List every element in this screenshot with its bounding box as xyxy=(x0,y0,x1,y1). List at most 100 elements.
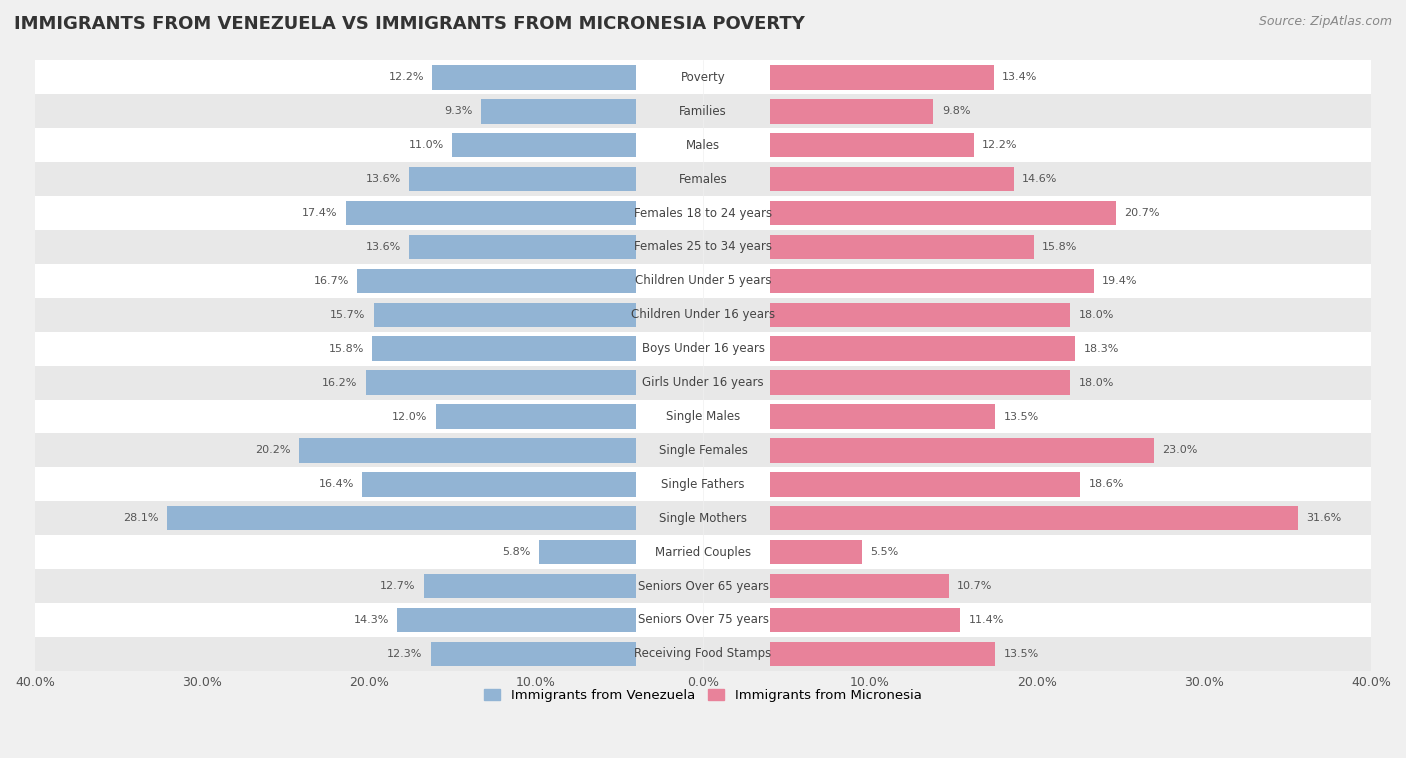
Bar xyxy=(409,235,636,259)
Bar xyxy=(433,65,636,89)
Bar xyxy=(373,337,636,361)
Bar xyxy=(770,302,1070,327)
Text: 17.4%: 17.4% xyxy=(302,208,337,218)
Bar xyxy=(770,574,949,598)
Bar xyxy=(35,434,1371,468)
Text: 9.3%: 9.3% xyxy=(444,106,472,116)
Bar xyxy=(770,404,995,429)
Bar xyxy=(366,371,636,395)
Bar xyxy=(770,201,1115,225)
Text: 5.8%: 5.8% xyxy=(502,547,531,557)
Text: 16.2%: 16.2% xyxy=(322,377,357,387)
Bar xyxy=(35,332,1371,365)
Text: Children Under 5 years: Children Under 5 years xyxy=(634,274,772,287)
Text: 13.6%: 13.6% xyxy=(366,174,401,184)
Text: 12.3%: 12.3% xyxy=(387,649,422,659)
Bar xyxy=(35,298,1371,332)
Text: 11.0%: 11.0% xyxy=(409,140,444,150)
Bar xyxy=(430,642,636,666)
Text: 15.8%: 15.8% xyxy=(1042,242,1077,252)
Text: 23.0%: 23.0% xyxy=(1163,446,1198,456)
Text: Seniors Over 75 years: Seniors Over 75 years xyxy=(637,613,769,626)
Bar xyxy=(770,506,1298,531)
Bar xyxy=(770,337,1076,361)
Bar xyxy=(35,61,1371,95)
Text: 16.4%: 16.4% xyxy=(319,479,354,490)
Bar xyxy=(770,167,1014,191)
Bar xyxy=(770,268,1094,293)
Bar xyxy=(35,196,1371,230)
Text: 20.7%: 20.7% xyxy=(1123,208,1160,218)
Text: 11.4%: 11.4% xyxy=(969,615,1004,625)
Bar xyxy=(35,603,1371,637)
Bar xyxy=(35,569,1371,603)
Text: 15.8%: 15.8% xyxy=(329,343,364,354)
Bar xyxy=(35,399,1371,434)
Bar xyxy=(770,65,994,89)
Text: IMMIGRANTS FROM VENEZUELA VS IMMIGRANTS FROM MICRONESIA POVERTY: IMMIGRANTS FROM VENEZUELA VS IMMIGRANTS … xyxy=(14,15,804,33)
Text: 16.7%: 16.7% xyxy=(314,276,349,286)
Bar xyxy=(35,128,1371,162)
Bar xyxy=(35,468,1371,501)
Bar xyxy=(35,637,1371,671)
Bar xyxy=(35,264,1371,298)
Text: Single Females: Single Females xyxy=(658,444,748,457)
Text: 5.5%: 5.5% xyxy=(870,547,898,557)
Text: Single Males: Single Males xyxy=(666,410,740,423)
Bar xyxy=(425,574,636,598)
Bar xyxy=(770,642,995,666)
Bar xyxy=(357,268,636,293)
Bar xyxy=(770,133,973,158)
Bar xyxy=(770,608,960,632)
Bar xyxy=(363,472,636,496)
Text: Children Under 16 years: Children Under 16 years xyxy=(631,309,775,321)
Text: 13.6%: 13.6% xyxy=(366,242,401,252)
Text: 12.2%: 12.2% xyxy=(388,73,425,83)
Text: 13.4%: 13.4% xyxy=(1002,73,1038,83)
Bar xyxy=(374,302,636,327)
Text: Families: Families xyxy=(679,105,727,117)
Bar xyxy=(35,95,1371,128)
Bar xyxy=(770,235,1033,259)
Text: 12.2%: 12.2% xyxy=(981,140,1018,150)
Bar xyxy=(770,371,1070,395)
Text: Seniors Over 65 years: Seniors Over 65 years xyxy=(637,580,769,593)
Text: Single Mothers: Single Mothers xyxy=(659,512,747,525)
Text: Females: Females xyxy=(679,173,727,186)
Bar xyxy=(35,162,1371,196)
Bar xyxy=(481,99,636,124)
Text: 20.2%: 20.2% xyxy=(254,446,291,456)
Bar xyxy=(35,230,1371,264)
Text: 19.4%: 19.4% xyxy=(1102,276,1137,286)
Text: 12.0%: 12.0% xyxy=(392,412,427,421)
Bar xyxy=(770,540,862,565)
Text: Source: ZipAtlas.com: Source: ZipAtlas.com xyxy=(1258,15,1392,28)
Bar xyxy=(35,535,1371,569)
Text: 18.3%: 18.3% xyxy=(1084,343,1119,354)
Text: Females 25 to 34 years: Females 25 to 34 years xyxy=(634,240,772,253)
Text: Boys Under 16 years: Boys Under 16 years xyxy=(641,342,765,356)
Text: 14.3%: 14.3% xyxy=(354,615,389,625)
Text: 18.6%: 18.6% xyxy=(1088,479,1125,490)
Legend: Immigrants from Venezuela, Immigrants from Micronesia: Immigrants from Venezuela, Immigrants fr… xyxy=(479,684,927,707)
Bar xyxy=(770,472,1080,496)
Bar xyxy=(436,404,636,429)
Text: Single Fathers: Single Fathers xyxy=(661,478,745,491)
Bar xyxy=(35,501,1371,535)
Text: 9.8%: 9.8% xyxy=(942,106,970,116)
Bar xyxy=(540,540,636,565)
Text: 18.0%: 18.0% xyxy=(1078,310,1114,320)
Text: Males: Males xyxy=(686,139,720,152)
Bar xyxy=(409,167,636,191)
Text: Poverty: Poverty xyxy=(681,71,725,84)
Bar xyxy=(299,438,636,462)
Bar xyxy=(398,608,636,632)
Text: 31.6%: 31.6% xyxy=(1306,513,1341,523)
Text: Married Couples: Married Couples xyxy=(655,546,751,559)
Text: Receiving Food Stamps: Receiving Food Stamps xyxy=(634,647,772,660)
Text: Females 18 to 24 years: Females 18 to 24 years xyxy=(634,207,772,220)
Bar xyxy=(770,99,934,124)
Bar xyxy=(770,438,1154,462)
Text: 13.5%: 13.5% xyxy=(1004,412,1039,421)
Text: 13.5%: 13.5% xyxy=(1004,649,1039,659)
